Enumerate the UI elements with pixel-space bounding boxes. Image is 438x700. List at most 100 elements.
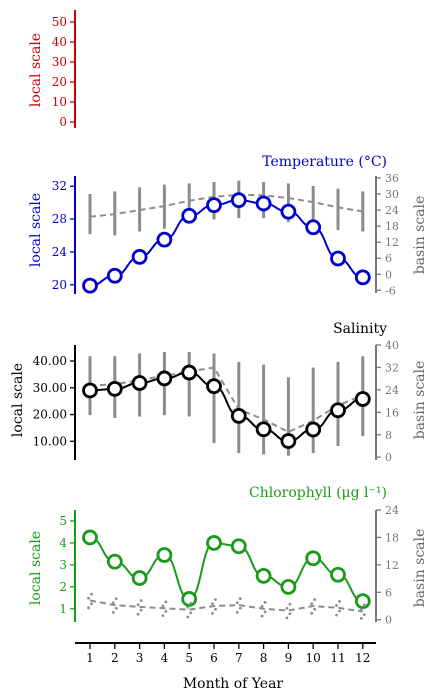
chlorophyll-basin-dot [114,606,118,610]
temperature-local-point [330,250,346,267]
chlorophyll-right-tick-label: 6 [385,586,392,599]
x-axis-tick-label: 9 [285,651,293,665]
temperature-local-point [106,267,123,284]
chlorophyll-local-point [181,591,198,607]
chlorophyll-basin-mean-line [89,599,363,613]
chlorophyll-basin-dot [313,607,317,611]
chlorophyll-basin-dot [139,599,143,602]
temperature-local-point [156,231,173,248]
x-axis-tick-label: 11 [330,651,345,665]
chart-marks: 5040302010032282420363024181260-640.0030… [33,10,399,665]
chlorophyll-local-point [354,593,371,610]
chlorophyll-basin-dot [111,601,115,605]
chlorophyll-basin-dot [189,611,193,615]
salinity-local-point [230,407,247,424]
chlorophyll-left-tick-label: 5 [59,514,67,528]
temperature-local-point [82,277,98,294]
chlorophyll-basin-dot [136,603,140,607]
chlorophyll-basin-dot [260,614,264,618]
chlorophyll-right-tick-label: 12 [385,559,399,572]
temperature-right-tick-label: 30 [385,188,399,201]
temperature-local-point [131,248,148,265]
x-axis-tick-label: 6 [210,651,218,665]
chlorophyll-basin-dot [288,602,292,606]
chlorophyll-right-tick-label: 24 [385,504,399,517]
chlorophyll-basin-dot [359,607,363,611]
empty-left-tick-label: 30 [52,55,67,69]
chlorophyll-local-point [156,547,173,563]
temperature-local-point [230,192,247,209]
chlorophyll-basin-dot [288,612,292,616]
x-axis-tick-label: 10 [306,651,321,665]
chlorophyll-basin-dot [161,604,165,608]
chlorophyll-local-point [255,567,272,584]
chlorophyll-basin-dot [335,604,338,607]
empty-left-tick-label: 50 [52,15,67,29]
temperature-left-tick-label: 24 [52,245,68,259]
chlorophyll-basin-dot [211,602,214,606]
temperature-left-tick-label: 20 [52,278,67,292]
chlorophyll-basin-dot [285,606,289,610]
temperature-left-tick-label: 28 [52,212,67,226]
chlorophyll-basin-dot [238,597,242,601]
chlorophyll-basin-dot [139,608,143,612]
chlorophyll-local-line [89,536,364,603]
salinity-left-tick-label: 20.00 [33,408,67,422]
temperature-right-tick-label: 36 [385,172,399,185]
chlorophyll-basin-dot [235,601,239,605]
salinity-local-point [82,382,98,399]
salinity-left-tick-label: 40.00 [33,354,67,368]
salinity-right-tick-label: 32 [385,361,399,374]
salinity-local-line [89,371,363,443]
chlorophyll-basin-dot [211,611,214,615]
temperature-local-line [89,199,363,287]
temperature-local-point [280,203,297,220]
salinity-local-point [181,364,198,381]
salinity-right-tick-label: 16 [385,406,399,419]
salinity-basin-label: basin scale [412,361,428,440]
temperature-right-tick-label: 12 [385,236,399,249]
x-axis-tick-label: 3 [136,651,144,665]
salinity-local-point [206,378,222,395]
chlorophyll-basin-dot [362,613,366,617]
chlorophyll-basin-dot [214,598,217,601]
chlorophyll-basin-dot [87,596,90,600]
temperature-local-label: local scale [28,193,44,267]
x-axis-label: Month of Year [183,676,284,692]
temperature-local-point [181,207,198,224]
temperature-right-tick-label: -6 [385,284,396,297]
salinity-right-tick-label: 0 [385,451,392,464]
x-axis-tick-label: 2 [111,651,119,665]
x-axis-tick-label: 12 [355,651,370,665]
empty-left-tick-label: 0 [59,115,67,129]
temperature-basin-mean-line [89,193,363,218]
chlorophyll-right-tick-label: 0 [385,614,392,627]
salinity-local-point [330,402,346,419]
chlorophyll-basin-dot [285,616,289,620]
salinity-local-point [280,433,297,449]
chlorophyll-local-point [106,553,123,570]
chlorophyll-basin-dot [114,597,118,601]
temperature-right-tick-label: 24 [385,204,399,217]
temperature-right-tick-label: 18 [385,220,399,233]
temperature-basin-label: basin scale [412,196,428,275]
salinity-left-tick-label: 10.00 [33,434,67,448]
chlorophyll-basin-dot [310,611,314,615]
chlorophyll-basin-dot [338,600,341,603]
chlorophyll-basin-dot [164,600,168,604]
empty-left-tick-label: 20 [52,75,67,89]
chlorophyll-basin-dot [238,606,242,610]
chlorophyll-basin-dot [338,609,341,613]
chlorophyll-basin-dot [214,607,217,611]
salinity-right-tick-label: 8 [385,429,392,442]
chlorophyll-local-point [305,550,322,567]
chlorophyll-basin-dot [186,615,190,619]
chlorophyll-basin-dot [310,602,314,606]
salinity-title: Salinity [333,321,387,337]
chlorophyll-left-tick-label: 1 [59,602,67,616]
temperature-right-tick-label: 6 [385,252,392,265]
chlorophyll-local-point [206,535,222,551]
chlorophyll-basin-dot [111,611,115,614]
temperature-local-point [354,269,371,286]
